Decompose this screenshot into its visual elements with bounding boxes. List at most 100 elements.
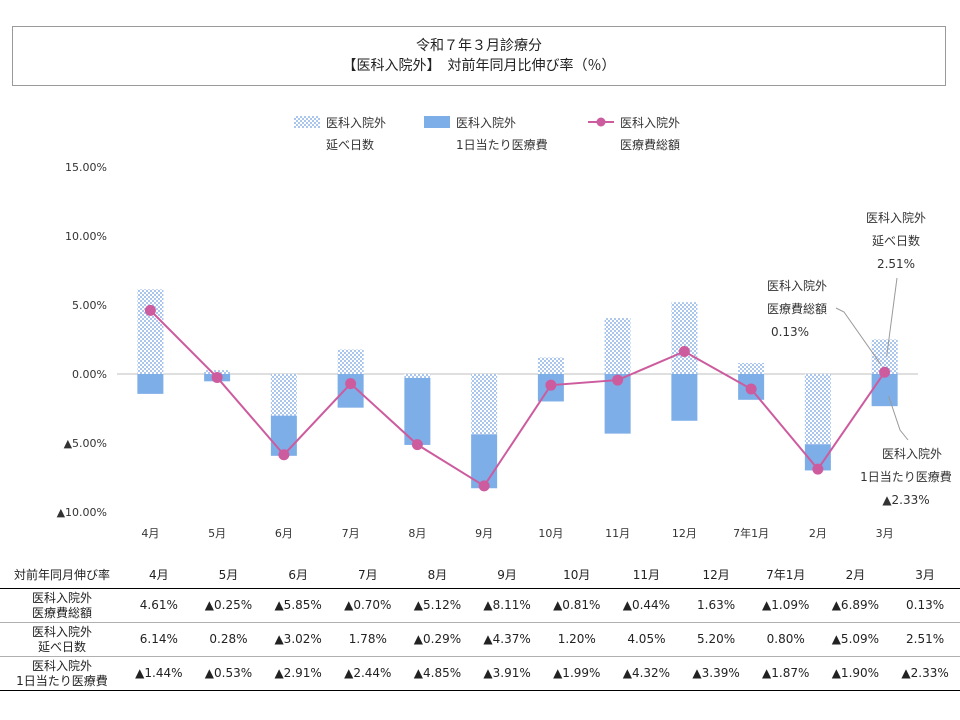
annotation-days-value: 2.51% (877, 257, 915, 271)
table-header-row: 対前年同月伸び率 4月 5月 6月 7月 8月 9月 10月 11月 12月 7年1月 2月 3月 (0, 561, 960, 589)
x-tick-label: 4月 (141, 527, 159, 540)
cost-bar (471, 434, 498, 489)
y-tick-label: 5.00% (72, 299, 107, 312)
x-tick-label: 9月 (475, 527, 493, 540)
legend-label: 1日当たり医療費 (456, 137, 548, 152)
table-month-header: 3月 (890, 561, 960, 589)
table-row-label: 医科入院外 1日当たり医療費 (0, 656, 124, 691)
table-cell: ▲6.89% (820, 588, 891, 623)
x-tick-label: 6月 (275, 527, 293, 540)
table-month-header: 4月 (124, 561, 194, 589)
total-cost-point (144, 304, 156, 316)
annotation-total-label: 医療費総額 (767, 301, 827, 316)
table-header-label: 対前年同月伸び率 (0, 561, 124, 589)
cost-bar (270, 415, 297, 456)
table-cell: ▲3.91% (472, 656, 542, 691)
table-cell: ▲0.29% (402, 622, 473, 657)
chart-subtitle: 【医科入院外】 対前年同月比伸び率（％） (342, 58, 616, 74)
table-month-header: 8月 (402, 561, 473, 589)
y-tick-label: 15.00% (65, 161, 107, 174)
data-table: 対前年同月伸び率 4月 5月 6月 7月 8月 9月 10月 11月 12月 7年1月 2月 3月 医科入… (0, 561, 960, 691)
table-cell: ▲3.39% (681, 656, 751, 691)
annotation-cost-value: ▲2.33% (882, 493, 929, 507)
chart-title-box: 令和７年３月診療分 【医科入院外】 対前年同月比伸び率（％） (12, 26, 946, 86)
annotation-cost-leader (888, 395, 909, 441)
days-bar (337, 349, 364, 374)
total-cost-point (612, 374, 624, 386)
table-cell: 4.61% (124, 588, 194, 623)
table-row-label: 医科入院外 延べ日数 (0, 622, 124, 657)
days-bar (604, 318, 631, 374)
annotation-total-label: 医科入院外 (767, 279, 827, 293)
table-row: 医科入院外 延べ日数 6.14% 0.28% ▲3.02% 1.78% ▲0.29% ▲4.3… (0, 622, 960, 657)
y-tick-label: 0.00% (72, 368, 107, 381)
table-cell: ▲4.37% (472, 622, 542, 657)
table-cell: 5.20% (681, 622, 751, 657)
table-row: 医科入院外 医療費総額 4.61% ▲0.25% ▲5.85% ▲0.70% ▲5.12% ▲… (0, 588, 960, 623)
table-cell: ▲4.32% (611, 656, 682, 691)
total-cost-point (345, 378, 357, 390)
legend-label: 医科入院外 (326, 116, 386, 130)
legend-label: 延べ日数 (326, 137, 374, 152)
legend-swatch-days (294, 116, 320, 128)
annotation-total-value: 0.13% (771, 325, 809, 339)
table-cell: ▲1.09% (750, 588, 821, 623)
days-bar (537, 357, 564, 374)
table-cell: ▲1.44% (124, 656, 194, 691)
days-bar (671, 302, 698, 374)
table-cell: ▲2.91% (263, 656, 333, 691)
x-tick-label: 8月 (408, 527, 426, 540)
total-cost-point (812, 463, 824, 475)
days-bar (404, 374, 431, 379)
table-cell: 2.51% (890, 622, 960, 657)
table-cell: 0.13% (890, 588, 960, 623)
table-cell: 1.20% (541, 622, 612, 657)
table-month-header: 11月 (611, 561, 682, 589)
table-cell: 6.14% (124, 622, 194, 657)
x-tick-label: 12月 (672, 527, 697, 540)
annotation-cost-label: 医科入院外 (882, 447, 942, 461)
table-cell: ▲0.70% (332, 588, 403, 623)
table-cell: ▲5.09% (820, 622, 891, 657)
table-cell: 1.63% (681, 588, 751, 623)
total-cost-point (478, 480, 490, 492)
x-tick-label: 7月 (342, 527, 360, 540)
legend-swatch-cost (424, 116, 450, 128)
y-tick-label: 10.00% (65, 230, 107, 243)
cost-bar (671, 374, 698, 421)
table-cell: ▲4.85% (402, 656, 473, 691)
table-cell: 4.05% (611, 622, 682, 657)
annotation-days-label: 延べ日数 (872, 233, 920, 248)
legend-label: 医科入院外 (456, 116, 516, 130)
table-cell: 0.28% (193, 622, 264, 657)
x-tick-label: 3月 (876, 527, 894, 540)
total-cost-polyline (149, 309, 886, 488)
annotation-days-label: 医科入院外 (866, 211, 926, 225)
total-cost-point (678, 346, 690, 358)
x-tick-label: 10月 (538, 527, 563, 540)
y-tick-label: ▲10.00% (57, 506, 107, 519)
table-row-label: 医科入院外 医療費総額 (0, 588, 124, 623)
table-month-header: 12月 (681, 561, 751, 589)
chart-annotations: 医科入院外延べ日数2.51%医科入院外医療費総額0.13%医科入院外1日当たり医… (767, 211, 952, 507)
table-cell: 1.78% (332, 622, 403, 657)
table-cell: ▲1.90% (820, 656, 891, 691)
table-cell: ▲8.11% (472, 588, 542, 623)
table-month-header: 7月 (332, 561, 403, 589)
days-bar (804, 374, 831, 445)
table-cell: ▲0.44% (611, 588, 682, 623)
table-month-header: 10月 (541, 561, 612, 589)
bar-series (137, 289, 898, 489)
x-tick-label: 7年1月 (733, 526, 769, 540)
table-month-header: 6月 (263, 561, 333, 589)
y-tick-label: ▲5.00% (64, 437, 107, 450)
table-cell: ▲2.44% (332, 656, 403, 691)
table-month-header: 9月 (472, 561, 542, 589)
x-tick-label: 5月 (208, 527, 226, 540)
annotation-total-leader (835, 307, 882, 365)
total-cost-point (879, 366, 891, 378)
cost-bar (871, 374, 898, 407)
cost-bar (404, 378, 431, 445)
annotation-cost-label: 1日当たり医療費 (860, 469, 952, 484)
table-cell: ▲3.02% (263, 622, 333, 657)
